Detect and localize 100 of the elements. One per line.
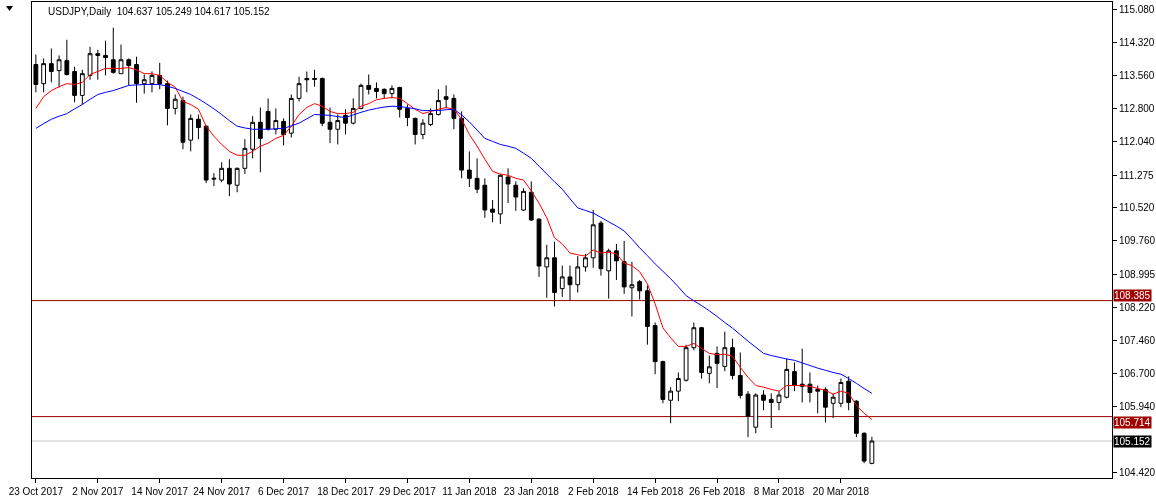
candlestick bbox=[861, 431, 867, 464]
candlestick bbox=[474, 157, 480, 194]
ref-line-label: 108.385 bbox=[1114, 290, 1151, 301]
candlestick bbox=[250, 115, 256, 159]
x-tick-label: 6 Dec 2017 bbox=[258, 486, 310, 496]
y-tick-label: 105.940 bbox=[1119, 401, 1156, 413]
candlestick bbox=[343, 108, 348, 135]
candlestick bbox=[490, 199, 495, 223]
candlestick bbox=[730, 338, 735, 380]
y-tick-label: 108.995 bbox=[1119, 268, 1156, 280]
candlestick bbox=[397, 86, 403, 119]
candlestick bbox=[528, 180, 534, 222]
candlestick bbox=[645, 285, 650, 346]
candlestick bbox=[118, 44, 124, 75]
candlestick bbox=[79, 69, 85, 105]
ref-line-label: 105.152 bbox=[1114, 436, 1151, 447]
x-tick-label: 2 Nov 2017 bbox=[72, 486, 124, 496]
x-tick-label: 24 Nov 2017 bbox=[193, 486, 251, 496]
candlestick bbox=[459, 110, 465, 179]
candlestick bbox=[521, 187, 526, 212]
y-tick-label: 107.460 bbox=[1119, 335, 1156, 347]
candlestick bbox=[768, 392, 774, 429]
candlestick bbox=[699, 326, 704, 380]
candlestick bbox=[180, 96, 186, 150]
candlestick bbox=[126, 57, 132, 86]
x-tick-label: 23 Oct 2017 bbox=[8, 486, 64, 496]
candlestick bbox=[203, 124, 209, 184]
x-tick-label: 29 Dec 2017 bbox=[379, 486, 437, 496]
candlestick bbox=[784, 358, 790, 400]
candlestick bbox=[737, 351, 743, 400]
candlestick bbox=[621, 240, 627, 295]
candlestick bbox=[675, 371, 681, 402]
candlestick bbox=[846, 375, 852, 411]
candlestick bbox=[304, 70, 310, 93]
x-tick-label: 8 Mar 2018 bbox=[753, 486, 805, 496]
y-tick-label: 106.700 bbox=[1119, 368, 1156, 380]
candlestick bbox=[134, 56, 139, 104]
candlestick bbox=[157, 62, 163, 90]
chart-title: USDJPY,Daily 104.637 105.249 104.617 105.152 bbox=[48, 6, 271, 17]
x-tick-label: 11 Jan 2018 bbox=[442, 486, 497, 496]
candlestick bbox=[95, 49, 101, 81]
y-tick-label: 114.320 bbox=[1119, 37, 1155, 49]
candlestick bbox=[64, 39, 70, 76]
candlestick bbox=[753, 392, 759, 434]
candlestick bbox=[614, 243, 619, 281]
candlestick bbox=[745, 390, 751, 438]
candlestick bbox=[513, 180, 519, 212]
candlestick bbox=[451, 94, 457, 130]
candlestick bbox=[722, 331, 728, 372]
candlestick bbox=[257, 107, 263, 173]
candlestick bbox=[792, 361, 797, 392]
candlestick bbox=[567, 265, 573, 302]
y-tick-label: 111.275 bbox=[1119, 169, 1155, 181]
x-tick-label: 23 Jan 2018 bbox=[503, 486, 560, 496]
candlestick bbox=[482, 177, 488, 219]
candlestick bbox=[830, 392, 836, 419]
candlestick bbox=[706, 355, 712, 384]
candlestick bbox=[389, 84, 395, 99]
candlestick bbox=[374, 81, 379, 99]
candlestick bbox=[265, 97, 271, 132]
x-tick-label: 20 Mar 2018 bbox=[812, 486, 870, 496]
candlestick bbox=[420, 118, 426, 140]
y-tick-label: 112.040 bbox=[1119, 136, 1155, 148]
candlestick bbox=[312, 69, 317, 88]
candlestick bbox=[366, 74, 372, 96]
candlestick bbox=[381, 87, 387, 99]
candlestick bbox=[172, 94, 178, 115]
candlestick bbox=[72, 66, 77, 103]
x-tick-label: 26 Feb 2018 bbox=[688, 486, 746, 496]
candlestick bbox=[629, 261, 635, 317]
candlestick bbox=[544, 244, 550, 299]
candlestick bbox=[854, 399, 859, 438]
candlestick bbox=[776, 390, 782, 411]
y-tick-label: 112.800 bbox=[1119, 103, 1155, 115]
candlestick bbox=[141, 74, 147, 95]
candlestick bbox=[48, 47, 54, 83]
candlestick bbox=[815, 384, 821, 414]
y-tick-label: 115.080 bbox=[1119, 4, 1155, 16]
candlestick bbox=[211, 172, 217, 187]
candlestick bbox=[869, 436, 875, 465]
candlestick bbox=[575, 255, 581, 294]
candlestick bbox=[273, 107, 279, 135]
y-tick-label: 108.220 bbox=[1119, 302, 1156, 314]
candlestick bbox=[761, 389, 766, 411]
candlestick bbox=[559, 265, 565, 298]
candlestick bbox=[335, 113, 341, 145]
candlestick bbox=[149, 70, 155, 93]
candlestick bbox=[807, 371, 813, 403]
candlestick bbox=[660, 360, 666, 404]
candlestick bbox=[412, 117, 418, 145]
candlestick bbox=[56, 54, 62, 89]
candlestick bbox=[87, 46, 93, 81]
candlestick bbox=[242, 138, 248, 175]
candlestick bbox=[668, 386, 674, 424]
candlestick bbox=[226, 158, 232, 197]
candlestick bbox=[799, 348, 805, 403]
x-tick-label: 14 Feb 2018 bbox=[627, 486, 684, 496]
candlestick bbox=[691, 322, 697, 351]
candlestick bbox=[188, 113, 194, 152]
candlestick bbox=[165, 80, 170, 126]
